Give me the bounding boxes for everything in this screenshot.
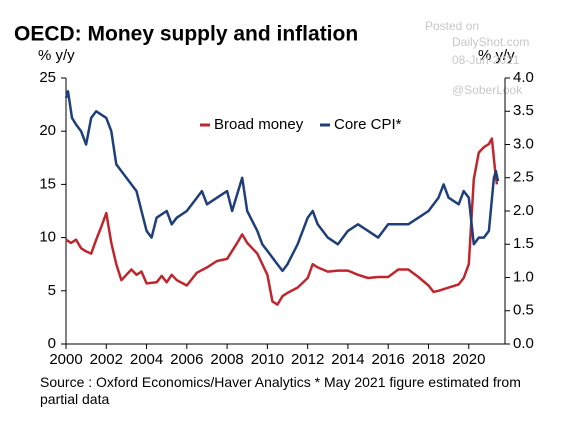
source-box: Source : Oxford Economics/Haver Analytic… [40, 374, 521, 407]
x-tick-label: 2014 [331, 351, 364, 368]
x-tick-label: 2006 [170, 351, 203, 368]
chart-title: OECD: Money supply and inflation [14, 23, 358, 46]
y2-tick-label: 0.0 [513, 335, 534, 352]
y2-tick-label: 1.5 [513, 235, 534, 252]
y2-tick-label: 3.5 [513, 102, 534, 119]
series-line [65, 137, 499, 306]
y-axis-label: % y/y [38, 47, 75, 64]
y-tick-label: 15 [39, 175, 56, 192]
watermark: Posted on [425, 19, 479, 33]
y2-tick-label: 2.5 [513, 169, 534, 186]
y-tick-label: 5 [48, 282, 56, 299]
x-tick-label: 2016 [372, 351, 405, 368]
series-line [64, 90, 500, 273]
x-tick-label: 2012 [291, 351, 324, 368]
y2-tick-label: 3.0 [513, 135, 534, 152]
x-tick-label: 2000 [49, 351, 82, 368]
x-tick-label: 2010 [251, 351, 284, 368]
y2-axis-label: % y/y [478, 47, 515, 64]
y2-tick-label: 0.5 [513, 302, 534, 319]
legend-label: Core CPI* [334, 116, 402, 133]
x-tick-label: 2004 [130, 351, 163, 368]
y2-tick-label: 1.0 [513, 268, 534, 285]
x-tick-label: 2008 [210, 351, 243, 368]
watermark: DailyShot.com [452, 35, 529, 49]
x-tick-label: 2020 [452, 351, 485, 368]
y-tick-label: 0 [48, 335, 56, 352]
y-tick-label: 20 [39, 122, 56, 139]
source-note: Source : Oxford Economics/Haver Analytic… [40, 374, 521, 407]
legend-label: Broad money [214, 116, 304, 133]
y2-tick-label: 2.0 [513, 202, 534, 219]
y-tick-label: 25 [39, 69, 56, 86]
y2-tick-label: 4.0 [513, 69, 534, 86]
x-tick-label: 2018 [412, 351, 445, 368]
x-tick-label: 2002 [90, 351, 123, 368]
y-tick-label: 10 [39, 229, 56, 246]
watermark: 08-Jun-2021 [452, 53, 520, 67]
